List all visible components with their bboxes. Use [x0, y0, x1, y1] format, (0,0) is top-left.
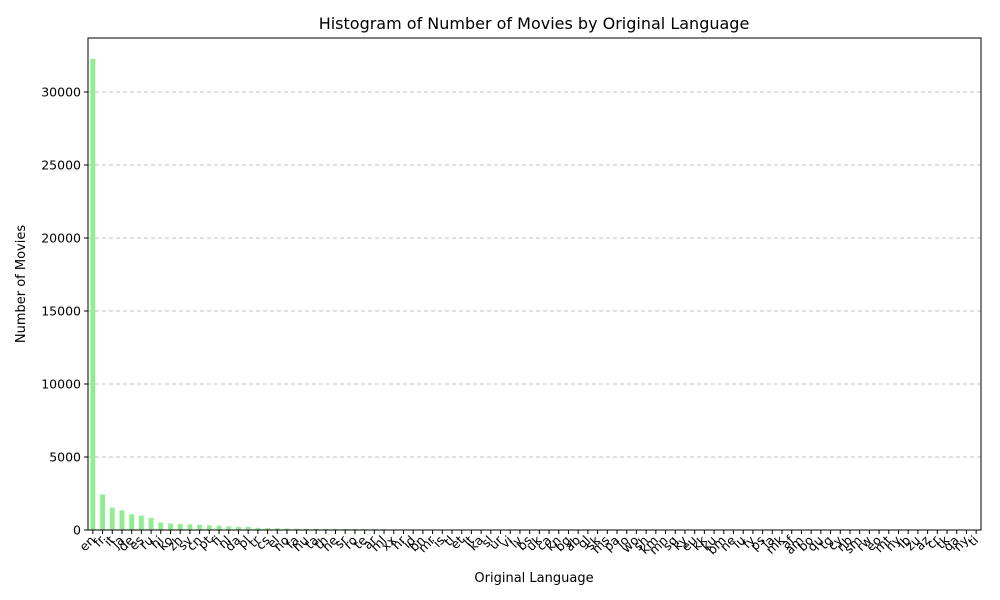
bar-no	[284, 528, 290, 530]
bar-pl	[245, 526, 251, 530]
y-tick-label: 25000	[41, 158, 81, 173]
bar-zh	[177, 524, 183, 530]
bar-ko	[168, 523, 173, 530]
x-axis-ticks: enfritjadeesruhikozhsvcnptfinldapltrcsel…	[76, 530, 981, 557]
bar-nl	[226, 526, 232, 530]
bar-sv	[187, 524, 193, 530]
bar-de	[129, 514, 135, 530]
grid-lines	[88, 91, 981, 458]
bar-es	[138, 515, 144, 530]
bar-fr	[100, 494, 105, 530]
y-axis-ticks: 0 5000 10000 15000 20000 25000 30000	[41, 85, 88, 538]
bar-ta	[313, 528, 319, 530]
x-axis-label: Original Language	[474, 571, 593, 586]
plot-frame	[87, 37, 982, 531]
bar-he	[333, 528, 338, 530]
bar-sr	[342, 528, 348, 530]
bar-fi	[216, 525, 222, 530]
bar-cn	[197, 524, 203, 530]
bar-th	[323, 528, 329, 530]
bar-da	[236, 526, 241, 530]
y-tick-label: 10000	[41, 377, 81, 392]
bar-el	[274, 528, 280, 530]
bar-en	[90, 58, 96, 530]
bar-it	[109, 507, 115, 530]
y-axis-label: Number of Movies	[14, 225, 29, 343]
bar-pt	[206, 525, 212, 530]
y-tick-label: 15000	[41, 304, 81, 319]
bar-tr	[255, 527, 261, 530]
bar-hu	[303, 528, 309, 530]
bar-cs	[265, 528, 270, 530]
bar-fa	[294, 528, 300, 530]
chart-title: Histogram of Number of Movies by Origina…	[319, 14, 750, 33]
y-tick-label: 5000	[49, 450, 81, 465]
y-tick-label: 30000	[41, 85, 81, 100]
bars	[90, 58, 979, 530]
bar-ja	[119, 510, 125, 530]
bar-ru	[148, 517, 154, 530]
bar-hi	[158, 522, 164, 530]
y-tick-label: 0	[73, 523, 81, 538]
y-tick-label: 20000	[41, 231, 81, 246]
